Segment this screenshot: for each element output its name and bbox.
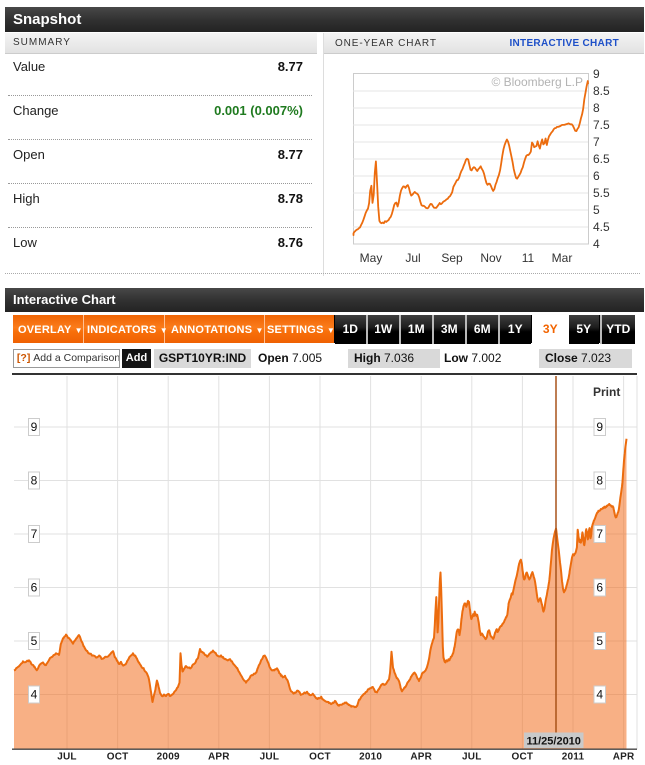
svg-text:4.5: 4.5 xyxy=(593,220,610,234)
svg-text:APR: APR xyxy=(613,752,635,763)
svg-text:Sep: Sep xyxy=(441,251,463,265)
svg-text:JUL: JUL xyxy=(57,752,77,763)
svg-text:5: 5 xyxy=(593,203,600,217)
svg-text:9: 9 xyxy=(596,420,603,434)
svg-text:2010: 2010 xyxy=(359,752,382,763)
svg-text:May: May xyxy=(360,251,383,265)
svg-text:Jul: Jul xyxy=(405,251,420,265)
svg-text:2011: 2011 xyxy=(562,752,585,763)
svg-text:5: 5 xyxy=(31,634,38,648)
svg-text:5: 5 xyxy=(596,634,603,648)
svg-text:8: 8 xyxy=(593,101,600,115)
svg-text:4: 4 xyxy=(596,688,603,702)
svg-text:Mar: Mar xyxy=(552,251,573,265)
svg-text:6.5: 6.5 xyxy=(593,152,610,166)
svg-text:OCT: OCT xyxy=(512,752,534,763)
svg-text:OCT: OCT xyxy=(309,752,331,763)
svg-text:JUL: JUL xyxy=(462,752,482,763)
svg-text:APR: APR xyxy=(208,752,230,763)
svg-text:APR: APR xyxy=(410,752,432,763)
svg-text:8.5: 8.5 xyxy=(593,84,610,98)
svg-text:© Bloomberg L.P: © Bloomberg L.P xyxy=(491,75,583,89)
svg-text:Print: Print xyxy=(593,385,620,399)
svg-text:6: 6 xyxy=(593,169,600,183)
svg-text:11/25/2010: 11/25/2010 xyxy=(526,736,580,748)
svg-text:6: 6 xyxy=(596,581,603,595)
svg-text:Nov: Nov xyxy=(480,251,501,265)
svg-text:7.5: 7.5 xyxy=(593,118,610,132)
svg-text:6: 6 xyxy=(31,581,38,595)
svg-text:7: 7 xyxy=(31,527,38,541)
svg-text:9: 9 xyxy=(593,67,600,81)
svg-text:JUL: JUL xyxy=(260,752,280,763)
svg-text:4: 4 xyxy=(31,688,38,702)
svg-text:2009: 2009 xyxy=(157,752,180,763)
svg-text:11: 11 xyxy=(522,251,535,265)
svg-text:8: 8 xyxy=(31,474,38,488)
svg-text:OCT: OCT xyxy=(107,752,129,763)
svg-text:8: 8 xyxy=(596,474,603,488)
svg-text:9: 9 xyxy=(31,420,38,434)
svg-text:7: 7 xyxy=(593,135,600,149)
svg-text:7: 7 xyxy=(596,527,603,541)
svg-text:5.5: 5.5 xyxy=(593,186,610,200)
svg-text:4: 4 xyxy=(593,237,600,251)
